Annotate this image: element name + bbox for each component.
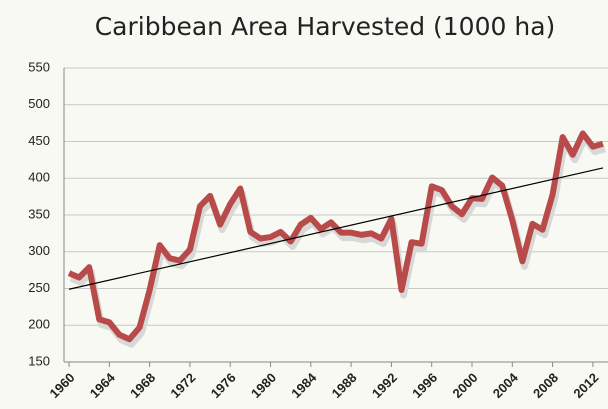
trendline [68, 167, 604, 290]
y-tick-label: 550 [28, 59, 50, 74]
y-tick-label: 150 [28, 353, 50, 368]
y-tick-label: 450 [28, 133, 50, 148]
y-tick-label: 400 [28, 170, 50, 185]
y-tick-label: 200 [28, 317, 50, 332]
y-tick-label: 300 [28, 243, 50, 258]
y-tick-label: 250 [28, 280, 50, 295]
y-tick-label: 350 [28, 206, 50, 221]
series-line [67, 130, 604, 343]
chart-title: Caribbean Area Harvested (1000 ha) [95, 12, 556, 41]
y-tick-label: 500 [28, 96, 50, 111]
